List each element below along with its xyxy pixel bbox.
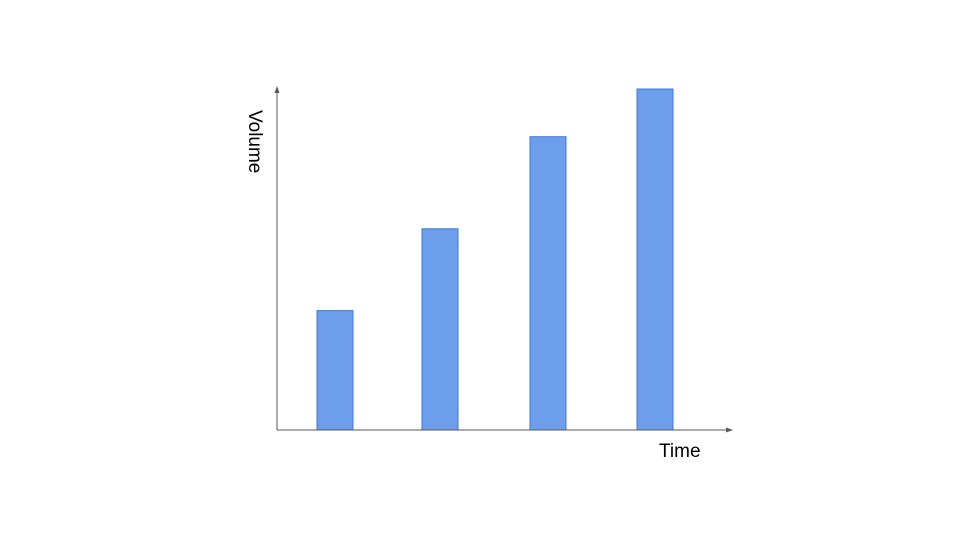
bar-series [316,88,674,431]
y-axis [274,86,280,430]
x-axis-label: Time [659,441,701,462]
x-axis-arrow-icon [726,427,733,433]
x-axis [277,427,733,433]
bar-4 [636,88,674,431]
bar-3 [529,136,567,431]
bar-1 [316,310,354,431]
y-axis-arrow-icon [274,86,280,93]
y-axis-label: Volume [244,110,265,173]
bar-2 [421,228,459,431]
